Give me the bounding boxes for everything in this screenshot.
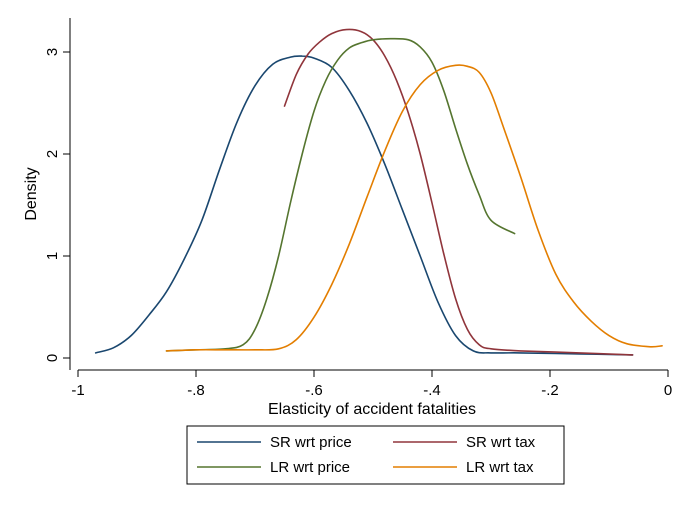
x-tick-label: 0 — [664, 382, 672, 399]
series-line-lr-wrt-price — [165, 37, 516, 352]
legend-label-lr-wrt-tax: LR wrt tax — [466, 459, 534, 476]
series-line-sr-wrt-tax — [283, 28, 634, 356]
x-tick-label: -.8 — [187, 382, 205, 399]
legend-label-sr-wrt-tax: SR wrt tax — [466, 434, 536, 451]
x-tick-label: -.6 — [305, 382, 323, 399]
x-tick-label: -1 — [71, 382, 84, 399]
legend-box — [186, 425, 565, 485]
x-tick-label: -.2 — [541, 382, 559, 399]
plot-area: 0 1 2 3 -1 -.8 -.6 -.4 -.2 0 — [44, 18, 672, 399]
x-tick-label: -.4 — [423, 382, 441, 399]
x-ticks: -1 -.8 -.6 -.4 -.2 0 — [71, 370, 672, 399]
y-tick-label: 2 — [44, 150, 61, 158]
x-axis-title: Elasticity of accident fatalities — [268, 401, 476, 418]
legend-label-sr-wrt-price: SR wrt price — [270, 434, 352, 451]
series-line-lr-wrt-tax — [165, 64, 663, 352]
y-ticks: 0 1 2 3 — [44, 48, 70, 362]
y-tick-label: 1 — [44, 252, 61, 260]
series-line-sr-wrt-price — [94, 55, 634, 356]
y-tick-label: 3 — [44, 48, 61, 56]
legend: SR wrt price SR wrt tax LR wrt price LR wrt… — [186, 425, 565, 485]
legend-label-lr-wrt-price: LR wrt price — [270, 459, 350, 476]
series-lines — [94, 28, 663, 356]
y-tick-label: 0 — [44, 354, 61, 362]
y-axis-title: Density — [23, 167, 40, 220]
